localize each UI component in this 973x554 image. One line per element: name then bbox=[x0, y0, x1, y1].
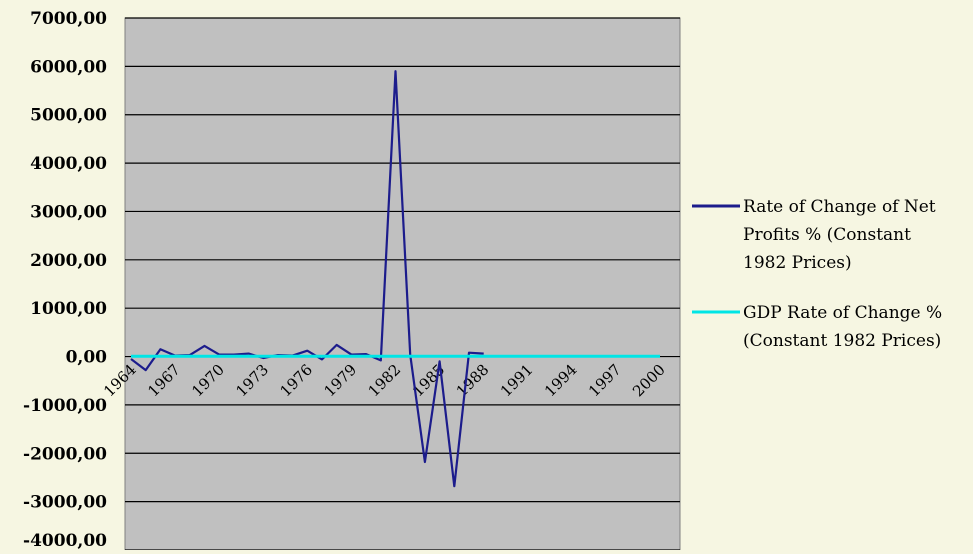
y-tick-label: 2000,00 bbox=[30, 251, 107, 271]
y-tick-label: 3000,00 bbox=[30, 202, 107, 222]
y-tick-label: -4000,00 bbox=[23, 531, 107, 550]
y-tick-label: 1000,00 bbox=[30, 299, 107, 319]
series-lines bbox=[130, 70, 660, 488]
legend: Rate of Change of Net Profits % (Constan… bbox=[692, 197, 942, 351]
y-tick-label: 5000,00 bbox=[30, 106, 107, 126]
legend-label-net-profits-line-3: 1982 Prices) bbox=[743, 253, 852, 273]
y-tick-label: -3000,00 bbox=[23, 493, 107, 513]
legend-label-gdp-line-1: GDP Rate of Change % bbox=[743, 303, 942, 323]
y-tick-label: 7000,00 bbox=[30, 9, 107, 29]
y-tick-label: -1000,00 bbox=[23, 396, 107, 416]
legend-label-net-profits-line-2: Profits % (Constant bbox=[743, 225, 911, 245]
y-axis-tick-labels: 7000,00 6000,00 5000,00 4000,00 3000,00 2000,… bbox=[23, 9, 108, 551]
y-tick-label: -2000,00 bbox=[23, 444, 107, 464]
legend-label-net-profits-line-1: Rate of Change of Net bbox=[743, 197, 936, 217]
y-tick-label: 0,00 bbox=[66, 348, 108, 368]
y-tick-label: 4000,00 bbox=[30, 154, 107, 174]
legend-label-gdp-line-2: (Constant 1982 Prices) bbox=[743, 331, 941, 351]
plot-area bbox=[124, 17, 681, 551]
y-tick-label: 6000,00 bbox=[30, 57, 107, 77]
